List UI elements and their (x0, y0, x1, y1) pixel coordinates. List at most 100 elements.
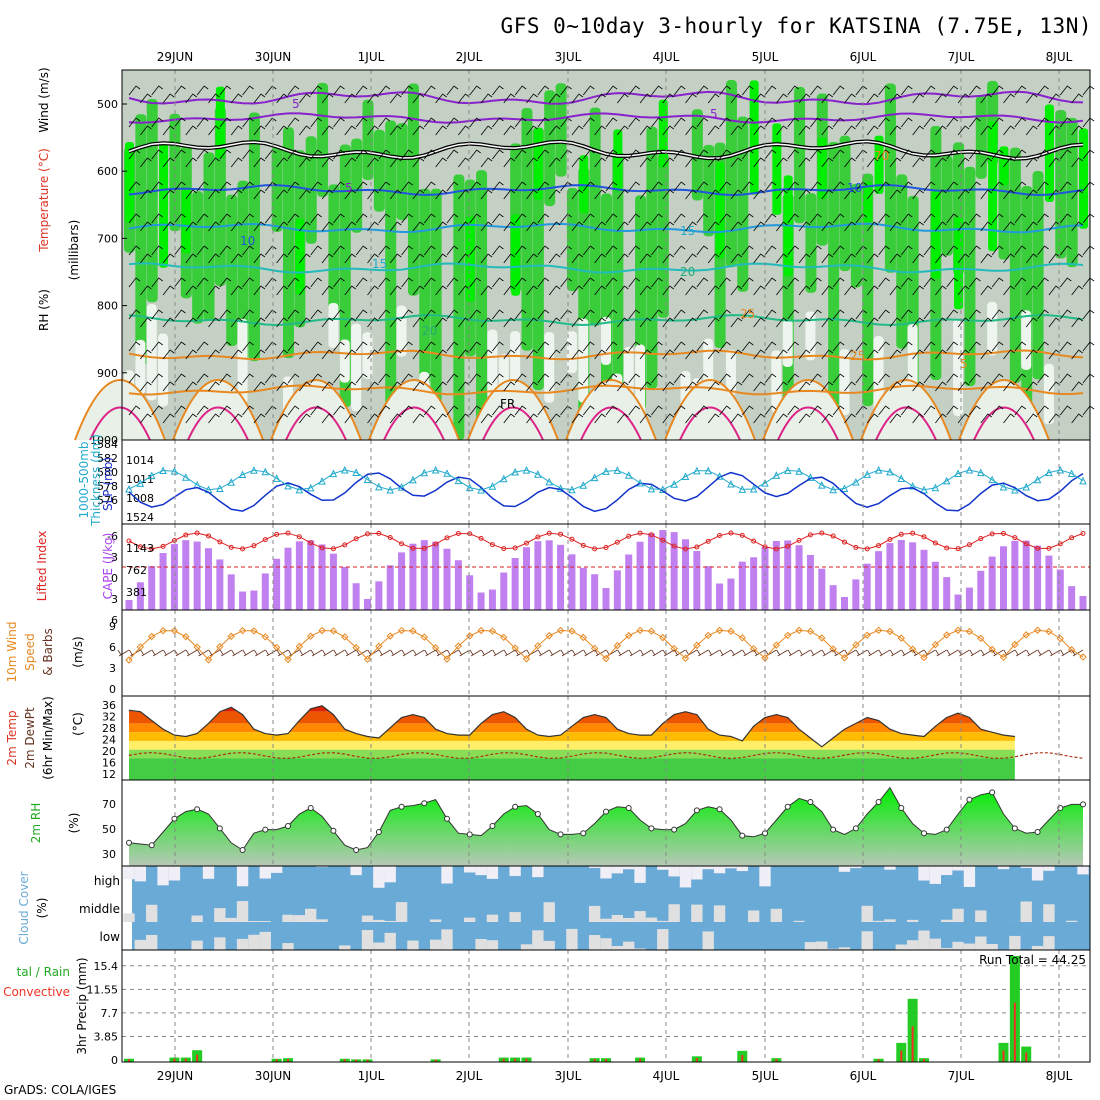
rh-dry-patch (158, 333, 169, 407)
rh-dry-patch (623, 346, 634, 395)
wind-barb (969, 277, 981, 288)
wind-barb (548, 157, 561, 168)
wind-barb (287, 245, 300, 256)
thickness-marker (454, 476, 463, 485)
wind-barb (128, 373, 141, 384)
wind-barb (389, 413, 402, 424)
wind-barb (446, 245, 459, 256)
wind-barb (469, 213, 481, 224)
bottom-date-label: 30JUN (255, 1069, 292, 1083)
wind-barb (582, 85, 595, 96)
li-marker (433, 541, 439, 547)
wind-barb (594, 189, 606, 200)
wind-barb (639, 317, 652, 328)
wind-barb (355, 405, 368, 416)
wind-barb (264, 405, 277, 416)
wind-barb (355, 245, 368, 256)
cape-bar (965, 587, 973, 610)
wind-barb (401, 341, 413, 352)
cloud-gap (236, 901, 249, 922)
wind-barb (719, 245, 731, 256)
wind-barb (1071, 125, 1083, 136)
rh-point (512, 803, 519, 810)
wind-barb (548, 253, 561, 264)
wind-barb (253, 413, 266, 424)
cloud-gap (395, 902, 408, 922)
cloud-gap (384, 920, 396, 922)
cloud-gap (543, 940, 555, 950)
precip-convective-bar (639, 1058, 642, 1062)
cloud-gap (384, 932, 396, 950)
wind-barb (162, 93, 175, 104)
rh-humid-patch (248, 112, 260, 362)
wind-barb (333, 213, 345, 224)
cloud-gap (929, 866, 942, 884)
wind-barb (753, 349, 765, 360)
wind-barb (310, 277, 322, 288)
wind-barb (185, 253, 198, 264)
wind-barb (174, 405, 186, 416)
cloud-gap (816, 941, 828, 950)
cloud-gap (611, 866, 624, 874)
rh-humid-patch (373, 129, 385, 212)
wind-barb (435, 317, 447, 328)
rh-saturated-patch (863, 181, 873, 223)
cape-bar (216, 559, 224, 610)
wind-barb (423, 85, 436, 96)
wind-barb (662, 253, 675, 264)
surface-wind-barb (1014, 649, 1027, 657)
surface-wind-barb (594, 649, 607, 657)
cape-bar (375, 581, 383, 610)
wind-barb (401, 213, 413, 224)
surface-wind-barb (901, 649, 913, 657)
cloud-gap (486, 866, 499, 879)
wind-barb (1003, 189, 1015, 200)
wind-barb (991, 341, 1004, 352)
wind-barb (333, 277, 345, 288)
wind-barb (378, 181, 391, 192)
wind-barb (276, 413, 288, 424)
wind-barb (776, 253, 788, 264)
wind-barb (299, 413, 311, 424)
wind-barb (639, 125, 652, 136)
cloud-level-label: middle (79, 902, 120, 916)
wind-barb (935, 125, 947, 136)
wind-barb (753, 253, 765, 264)
wind-barb (367, 221, 379, 232)
wind-barb (810, 341, 822, 352)
wind-barb (1037, 341, 1049, 352)
wind-barb (764, 181, 777, 192)
temp-ylabel-1: 2m Temp (5, 710, 19, 765)
wind-barb (526, 189, 538, 200)
wind-barb (264, 373, 277, 384)
li-marker (262, 537, 268, 543)
li-marker (842, 539, 847, 545)
wind-barb (753, 285, 765, 296)
wind-barb (878, 85, 890, 96)
surface-wind-barb (276, 649, 289, 657)
cloud-gap (963, 943, 976, 950)
wind-barb (548, 221, 561, 232)
wind-barb (832, 85, 845, 96)
wind-barb (492, 117, 504, 128)
precip-convective-bar (366, 1059, 369, 1062)
thickness-marker (1033, 475, 1042, 484)
rh-point (739, 832, 746, 839)
wind-barb (617, 413, 629, 424)
precip-tick: 0 (111, 1054, 118, 1067)
wind-barb (946, 405, 958, 416)
surface-wind-barb (912, 649, 925, 657)
rh-point (489, 823, 496, 829)
li-marker (569, 536, 575, 542)
cape-bar (352, 583, 360, 610)
li-marker (399, 541, 405, 547)
contour-label: 25 (850, 349, 865, 363)
wind-barb (912, 125, 924, 136)
cloud-gap (623, 941, 635, 950)
wind-barb (514, 181, 527, 192)
li-marker (932, 540, 938, 546)
cloud-gap (657, 929, 669, 950)
cape-bar (329, 553, 337, 610)
wind-barb (242, 277, 254, 288)
cape-bar (579, 567, 587, 610)
